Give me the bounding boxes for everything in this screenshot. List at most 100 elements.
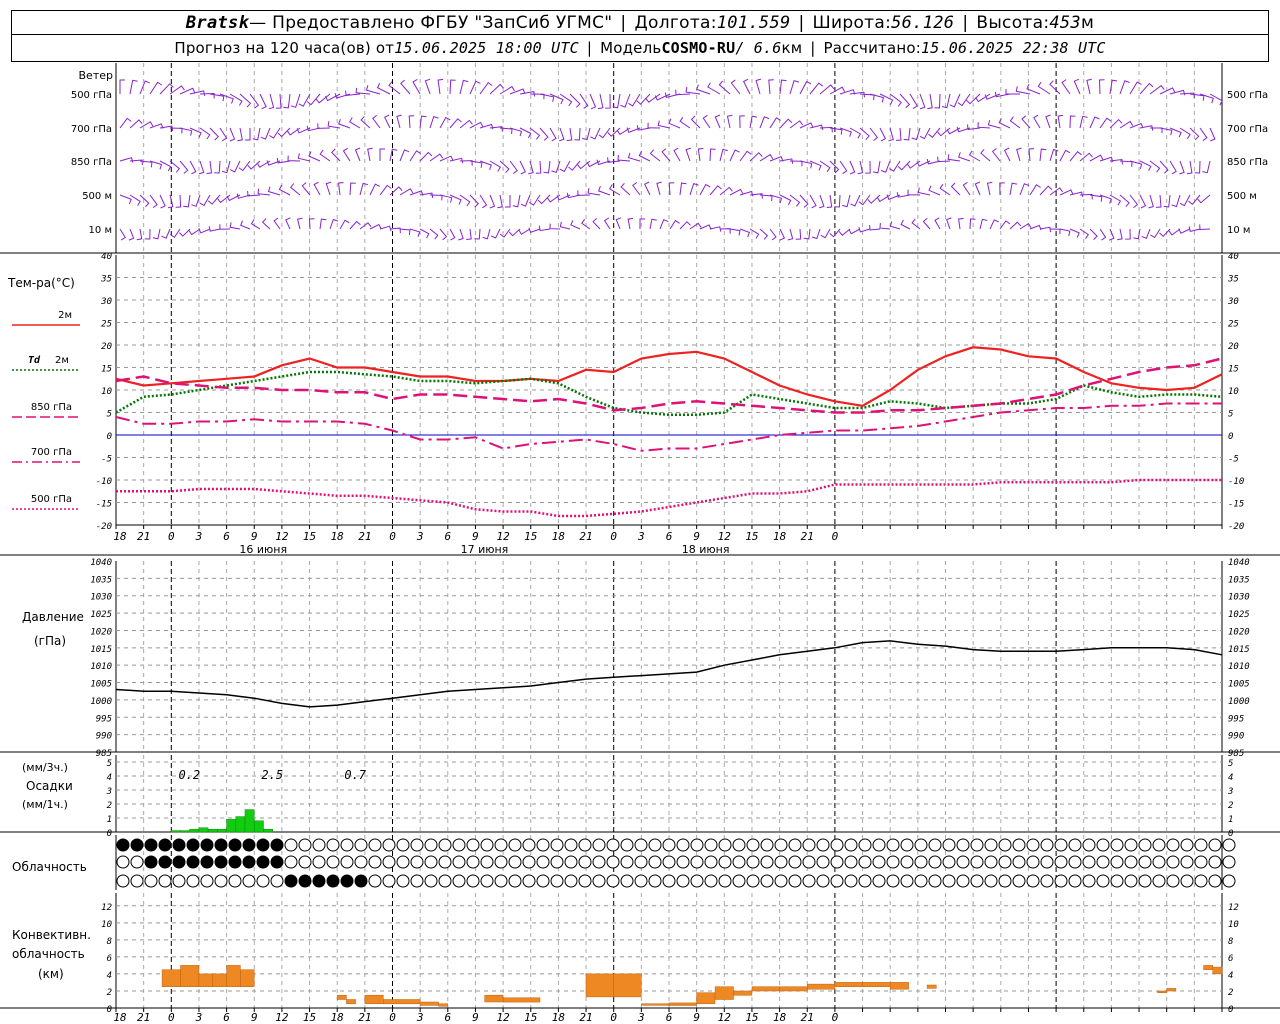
wind-barb — [689, 182, 699, 196]
conv-bar — [502, 997, 541, 1003]
wind-level-label-right: 500 м — [1227, 191, 1257, 202]
wind-barb — [283, 93, 291, 109]
wind-barb — [240, 220, 251, 230]
wind-barb — [1009, 221, 1022, 230]
pressure-unit: (гПа) — [34, 634, 66, 648]
conv-ytick-left: 2 — [107, 988, 112, 998]
wind-barb — [886, 194, 901, 200]
temp-legend-label: 2м — [55, 355, 69, 366]
wind-barb — [849, 91, 865, 98]
wind-barb — [1009, 116, 1021, 129]
cloud-symbol — [648, 855, 662, 869]
wind-barb — [1109, 194, 1122, 206]
wind-barb — [829, 228, 841, 238]
wind-barb — [273, 217, 281, 230]
cloud-symbol — [298, 838, 312, 852]
wind-barb — [779, 194, 792, 206]
wind-barb — [1159, 87, 1176, 95]
cloud-symbol — [1110, 855, 1124, 869]
cloud-symbol — [956, 874, 970, 888]
wind-barb — [1086, 78, 1092, 95]
precip-total: 2.5 — [261, 768, 283, 782]
wind-barb — [789, 79, 800, 95]
cloud-symbol — [298, 874, 312, 888]
cloud-symbol — [1208, 838, 1222, 852]
wind-barb — [1059, 189, 1074, 196]
wind-barb — [1061, 79, 1071, 95]
cloud-symbol — [788, 855, 802, 869]
wind-barb — [308, 151, 321, 162]
wind-barb — [549, 93, 564, 105]
conv-bar — [438, 1003, 449, 1007]
wind-barb — [439, 228, 448, 241]
pressure-ytick-left: 1035 — [90, 575, 112, 585]
cloud-symbol — [620, 855, 634, 869]
wind-barb — [1089, 194, 1103, 202]
wind-barb — [685, 87, 701, 95]
x-hour-label: 15 — [303, 530, 316, 543]
wind-barb — [896, 192, 911, 198]
cloud-symbol — [1040, 838, 1054, 852]
wind-barb — [1079, 152, 1093, 162]
cloud-symbol — [144, 874, 158, 888]
temp-ytick-left: 10 — [101, 387, 112, 397]
cloud-symbol — [382, 855, 396, 869]
wind-barb — [839, 127, 852, 137]
wind-barb — [518, 228, 531, 235]
cloud-symbol — [1124, 855, 1138, 869]
wind-barb — [144, 228, 151, 240]
cloud-symbol — [200, 874, 214, 888]
wind-barb — [1155, 194, 1162, 208]
cloud-symbol — [452, 838, 466, 852]
wind-barb — [469, 121, 484, 129]
conv-bar — [714, 986, 734, 1000]
wind-barb — [768, 79, 774, 95]
wind-barb — [459, 79, 469, 95]
wind-barb — [789, 194, 801, 207]
x-hour-label-bottom: 0 — [610, 1011, 617, 1024]
temp-ytick-right: 35 — [1227, 275, 1239, 285]
cloud-symbol — [956, 855, 970, 869]
wind-barb — [1168, 228, 1181, 236]
wind-barb — [911, 218, 921, 230]
wind-barb — [509, 127, 523, 137]
wind-level-label-right: 500 гПа — [1227, 90, 1268, 101]
cloud-symbol — [382, 874, 396, 888]
wind-barb — [546, 194, 561, 203]
wind-barb — [699, 183, 711, 196]
cloud-symbol — [1166, 874, 1180, 888]
wind-barb — [839, 160, 848, 175]
wind-barb — [342, 147, 351, 162]
wind-barb — [409, 190, 424, 196]
wind-barb — [449, 157, 464, 164]
x-hour-label: 0 — [832, 530, 839, 543]
wind-barb — [1189, 127, 1200, 141]
wind-barb — [159, 83, 174, 95]
wind-barb — [966, 93, 981, 105]
pressure-ytick-right: 1035 — [1228, 575, 1250, 585]
x-hour-label: 18 — [331, 530, 345, 543]
wind-barb — [645, 93, 661, 103]
wind-barb — [872, 160, 881, 174]
city-name: Bratsk — [185, 12, 250, 33]
pressure-ytick-right: 990 — [1228, 732, 1244, 742]
precip-ytick-left: 3 — [106, 787, 112, 797]
cloud-symbol — [760, 855, 774, 869]
cloud-symbol — [774, 838, 788, 852]
wind-barb — [581, 218, 591, 230]
wind-barb — [849, 160, 856, 175]
wind-barb — [889, 160, 901, 172]
wind-barb — [319, 149, 331, 162]
wind-barb — [709, 226, 722, 232]
wind-barb — [139, 160, 153, 168]
pressure-ytick-left: 1010 — [90, 662, 112, 672]
cloud-symbol — [1082, 855, 1096, 869]
wind-barb — [950, 182, 961, 196]
cloud-symbol — [732, 838, 746, 852]
wind-barb — [616, 127, 631, 136]
cloud-symbol — [396, 855, 410, 869]
cloud-symbol — [396, 874, 410, 888]
wind-barb — [499, 160, 510, 174]
cloud-symbol — [270, 838, 284, 852]
conv-bar — [1166, 988, 1177, 992]
